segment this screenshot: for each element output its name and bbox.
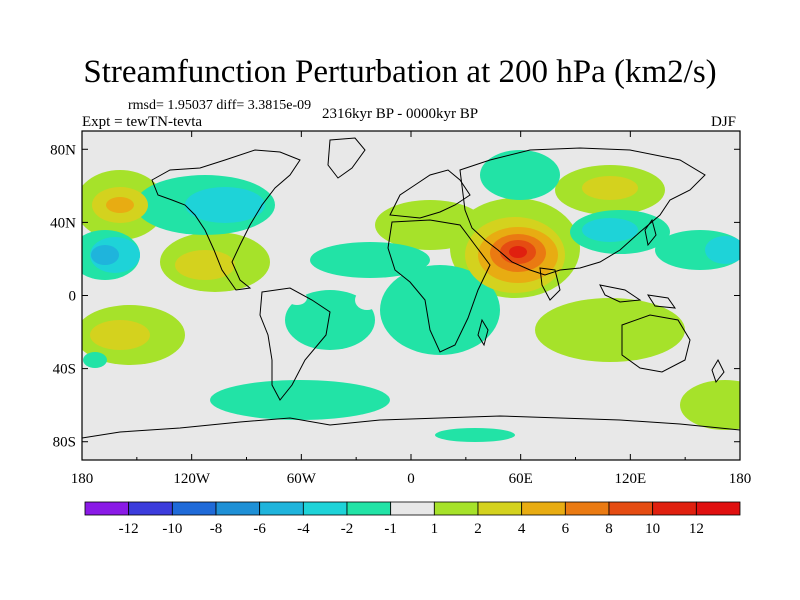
x-tick-label: 60E	[509, 471, 533, 487]
colorbar-swatch	[346, 501, 392, 516]
colorbar-swatch	[128, 501, 173, 516]
colorbar-swatch	[695, 501, 741, 516]
x-tick-label: 120E	[614, 471, 646, 487]
y-tick-label: 40S	[53, 362, 76, 378]
colorbar-swatch	[215, 501, 261, 516]
y-axis: 80N 40N 0 40S 80S	[50, 142, 740, 451]
x-tick-label: 60W	[287, 471, 317, 487]
colorbar: -12 -10 -8 -6 -4 -2 -1 1 2 4 6 8 10 12	[84, 501, 741, 537]
coastlines	[82, 137, 740, 439]
colorbar-swatch	[171, 501, 217, 516]
period-label: 2316kyr BP - 0000kyr BP	[322, 106, 479, 122]
season-label: DJF	[711, 114, 737, 130]
colorbar-swatch	[564, 501, 610, 516]
colorbar-swatch	[521, 501, 566, 516]
colorbar-swatch	[390, 501, 435, 516]
colorbar-swatch	[302, 501, 348, 516]
y-tick-label: 0	[69, 289, 77, 305]
colorbar-label: 12	[689, 521, 704, 537]
experiment-label: Expt = tewTN-tevta	[82, 114, 203, 130]
x-tick-label: 180	[729, 471, 752, 487]
x-tick-label: 120W	[173, 471, 211, 487]
stats-label: rmsd= 1.95037 diff= 3.3815e-09	[128, 98, 312, 113]
colorbar-label: -6	[253, 521, 266, 537]
y-tick-label: 80S	[53, 435, 76, 451]
colorbar-label: -2	[341, 521, 354, 537]
colorbar-swatch	[84, 501, 130, 516]
colorbar-label: 6	[562, 521, 570, 537]
x-axis: 180 120W 60W 0 60E 120E 180	[71, 131, 752, 487]
colorbar-label: -8	[210, 521, 223, 537]
colorbar-label: 10	[645, 521, 660, 537]
colorbar-swatch	[259, 501, 304, 516]
colorbar-swatch	[608, 501, 654, 516]
chart-title: Streamfunction Perturbation at 200 hPa (…	[83, 54, 717, 90]
y-tick-label: 80N	[50, 142, 76, 158]
colorbar-label: -12	[119, 521, 139, 537]
colorbar-label: -10	[162, 521, 182, 537]
x-tick-label: 0	[407, 471, 415, 487]
colorbar-swatch	[477, 501, 523, 516]
colorbar-label: 4	[518, 521, 526, 537]
colorbar-swatch	[433, 501, 479, 516]
colorbar-label: -4	[297, 521, 310, 537]
x-tick-label: 180	[71, 471, 94, 487]
contour-fill	[82, 150, 740, 442]
colorbar-label: 2	[474, 521, 482, 537]
colorbar-swatch	[652, 501, 697, 516]
colorbar-label: 1	[431, 521, 439, 537]
colorbar-label: -1	[384, 521, 397, 537]
colorbar-label: 8	[605, 521, 613, 537]
y-tick-label: 40N	[50, 215, 76, 231]
